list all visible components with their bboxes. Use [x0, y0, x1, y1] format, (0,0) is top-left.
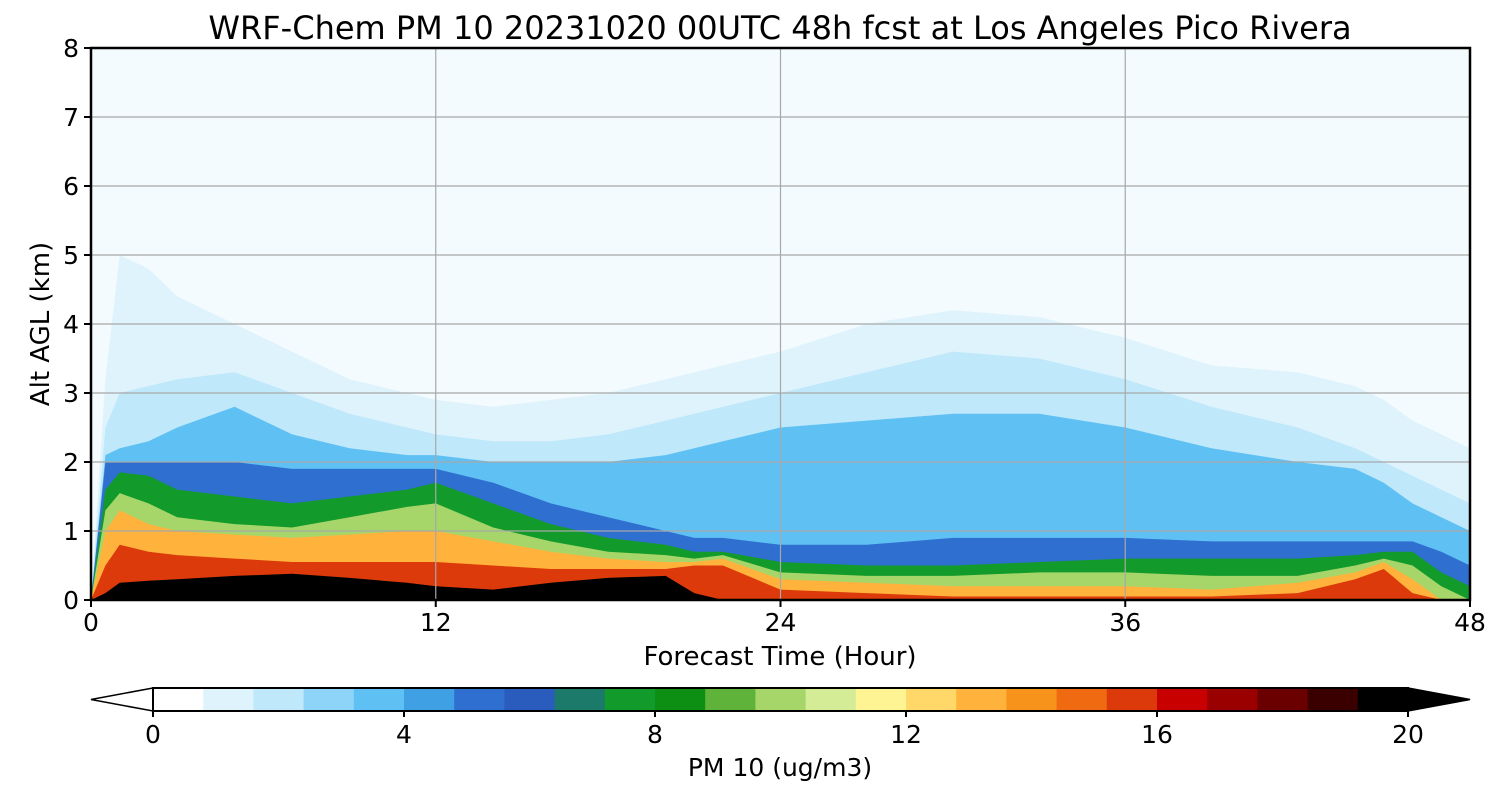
- y-tick-label-0: 0: [63, 586, 79, 615]
- colorbar-frame: [152, 687, 1409, 712]
- colorbar-bin-11: [705, 688, 756, 711]
- y-tick-label-4: 4: [63, 310, 79, 339]
- chart-title: WRF-Chem PM 10 20231020 00UTC 48h fcst a…: [208, 9, 1351, 47]
- x-tick-label-0: 0: [83, 608, 99, 637]
- y-tick-label-3: 3: [63, 379, 79, 408]
- x-tick-label-3: 36: [1109, 608, 1141, 637]
- colorbar-bin-17: [1006, 688, 1058, 711]
- colorbar-tick-label-0: 0: [145, 720, 161, 749]
- x-tick-label-1: 12: [420, 608, 452, 637]
- colorbar-ticks: 0 4 8 12 16 20: [145, 711, 1424, 749]
- colorbar-bin-24: [1357, 688, 1409, 711]
- colorbar-bin-0: [153, 688, 204, 711]
- colorbar-min-extension: [90, 687, 154, 712]
- y-axis-label: Alt AGL (km): [26, 242, 56, 406]
- colorbar-bin-22: [1257, 688, 1309, 711]
- y-tick-label-2: 2: [63, 448, 79, 477]
- colorbar-tick-label-1: 4: [396, 720, 412, 749]
- colorbar-bin-5: [404, 688, 455, 711]
- colorbar: [90, 687, 1471, 712]
- y-tick-label-6: 6: [63, 172, 79, 201]
- colorbar-tick-label-5: 20: [1392, 720, 1424, 749]
- colorbar-bin-7: [504, 688, 556, 711]
- x-tick-label-2: 24: [765, 608, 797, 637]
- colorbar-bin-15: [906, 688, 957, 711]
- colorbar-tick-label-2: 8: [647, 720, 663, 749]
- y-tick-label-8: 8: [63, 34, 79, 63]
- colorbar-bin-21: [1207, 688, 1258, 711]
- x-tick-label-4: 48: [1454, 608, 1486, 637]
- colorbar-bin-6: [454, 688, 505, 711]
- colorbar-bin-14: [855, 688, 907, 711]
- colorbar-bin-12: [755, 688, 807, 711]
- colorbar-max-extension: [1407, 687, 1471, 712]
- grid-lines: [91, 48, 1470, 600]
- y-axis-ticks: 0 1 2 3 4 5 6 7 8: [63, 34, 91, 615]
- x-axis-ticks: 0 12 24 36 48: [83, 600, 1486, 637]
- colorbar-bin-1: [203, 688, 254, 711]
- y-tick-label-7: 7: [63, 103, 79, 132]
- colorbar-bin-2: [253, 688, 305, 711]
- colorbar-label: PM 10 (ug/m3): [688, 753, 872, 782]
- colorbar-bin-19: [1106, 688, 1158, 711]
- y-tick-label-1: 1: [63, 517, 79, 546]
- colorbar-bin-16: [956, 688, 1007, 711]
- colorbar-bin-8: [554, 688, 606, 711]
- colorbar-tick-label-4: 16: [1141, 720, 1173, 749]
- colorbar-bin-18: [1056, 688, 1108, 711]
- x-axis-label: Forecast Time (Hour): [643, 642, 916, 672]
- colorbar-bin-4: [353, 688, 405, 711]
- y-tick-label-5: 5: [63, 241, 79, 270]
- colorbar-bin-20: [1157, 688, 1208, 711]
- colorbar-bin-9: [604, 688, 656, 711]
- colorbar-bin-13: [805, 688, 857, 711]
- colorbar-bin-23: [1307, 688, 1359, 711]
- colorbar-bin-10: [655, 688, 706, 711]
- colorbar-tick-label-3: 12: [890, 720, 922, 749]
- colorbar-bin-3: [303, 688, 355, 711]
